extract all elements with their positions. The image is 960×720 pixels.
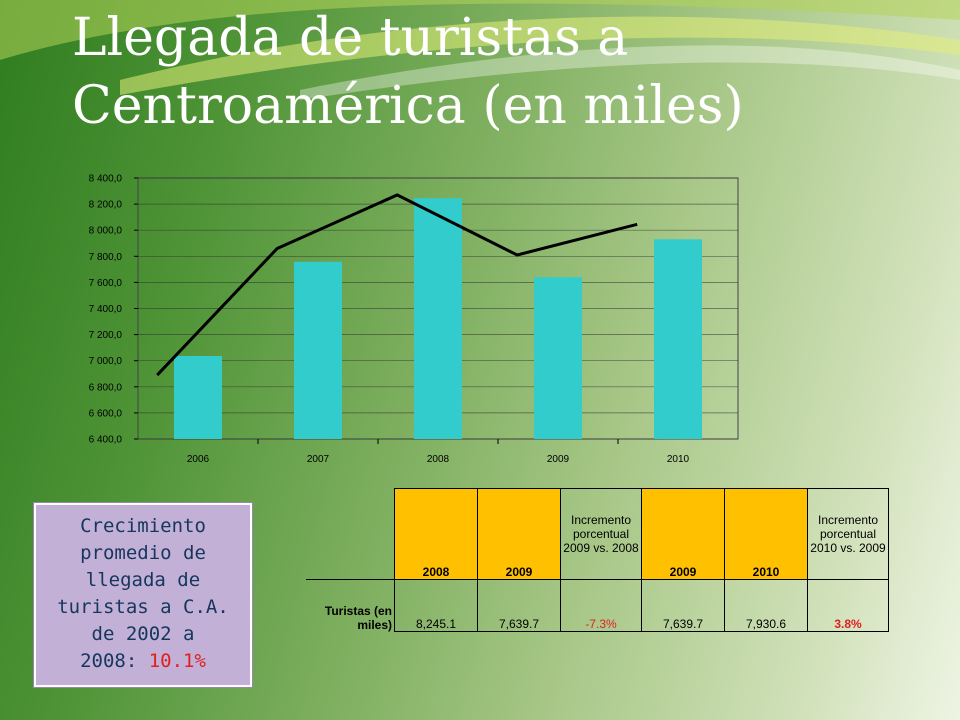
table-header-row: 2008 2009 Incremento porcentual 2009 vs.… [306,488,889,580]
bar-2010 [654,239,702,439]
table-corner [306,489,395,580]
tourist-arrivals-chart: 6 400,0 6 600,0 6 800,0 7 000,0 7 200,0 7 400… [89,174,739,465]
y-tick-label: 6 400,0 [89,435,123,446]
table-row: Turistas (en miles) 8,245.1 7,639.7 -7.3… [306,579,889,632]
bar-2008 [414,198,462,439]
stat-line-6-prefix: 2008: [80,650,149,672]
x-tick-label: 2008 [427,454,450,465]
cell-2009: 7,639.7 [477,579,561,632]
header-2009b: 2009 [641,488,725,580]
slide-title: Llegada de turistas a Centroamérica (en … [72,4,932,140]
stat-line-4: turistas a C.A. [57,596,229,618]
header-2010: 2010 [724,488,808,580]
y-tick-label: 8 400,0 [89,174,123,185]
decorative-swoosh [0,0,960,100]
x-tick-label: 2007 [307,454,330,465]
y-tick-label: 7 600,0 [89,278,123,289]
y-tick-label: 7 200,0 [89,330,123,341]
growth-stat-box: Crecimiento promedio de llegada de turis… [34,503,252,687]
cell-increase-2009: -7.3% [560,579,642,632]
y-tick-label: 7 000,0 [89,356,123,367]
y-tick-label: 8 000,0 [89,226,123,237]
stat-line-5: de 2002 a [91,623,195,645]
stat-line-3: llegada de [85,569,201,591]
stat-line-6: 2008: 10.1% [42,648,244,675]
stat-line-2: promedio de [80,542,206,564]
y-tick-label: 6 600,0 [89,408,123,419]
x-tick-label: 2010 [667,454,690,465]
cell-increase-2010: 3.8% [807,579,889,632]
bar-2006 [174,356,222,439]
header-2009: 2009 [477,488,561,580]
y-tick-label: 8 200,0 [89,200,123,211]
bar-2009 [534,277,582,439]
header-increase-2009: Incremento porcentual 2009 vs. 2008 [560,488,642,580]
header-increase-2010: Incremento porcentual 2010 vs. 2009 [807,488,889,580]
comparison-table: 2008 2009 Incremento porcentual 2009 vs.… [306,488,889,632]
y-tick-label: 7 400,0 [89,304,123,315]
title-line-2: Centroamérica (en miles) [72,76,744,136]
growth-rate-value: 10.1% [148,650,206,672]
x-tick-label: 2006 [187,454,210,465]
stat-line-1: Crecimiento [80,515,206,537]
cell-2009b: 7,639.7 [641,579,725,632]
y-tick-label: 6 800,0 [89,382,123,393]
y-tick-label: 7 800,0 [89,252,123,263]
header-2008: 2008 [394,488,478,580]
cell-2008: 8,245.1 [394,579,478,632]
cell-2010: 7,930.6 [724,579,808,632]
bar-2007 [294,261,342,439]
title-line-1: Llegada de turistas a [72,8,629,68]
row-label: Turistas (en miles) [306,579,395,632]
x-tick-label: 2009 [547,454,570,465]
trend-line [156,193,638,377]
